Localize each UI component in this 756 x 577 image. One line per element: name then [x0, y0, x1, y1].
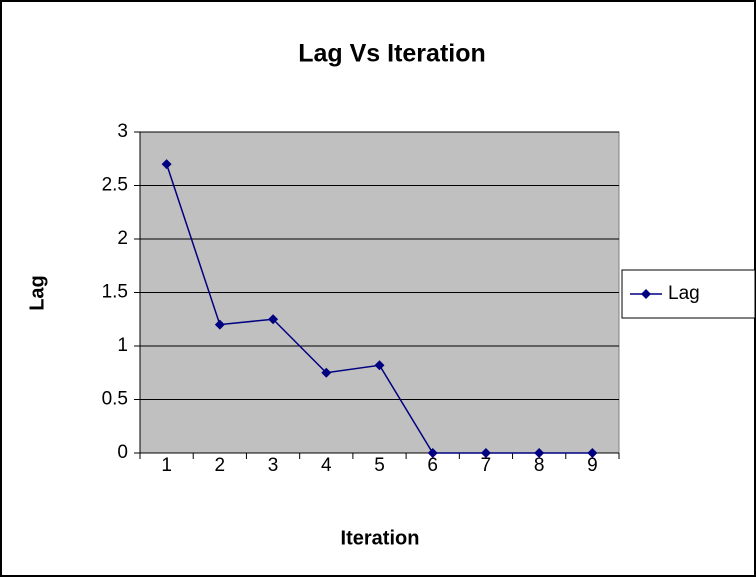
- y-tick-label: 2.5: [102, 175, 128, 196]
- x-axis-label: Iteration: [341, 527, 420, 549]
- y-tick-label: 3: [117, 121, 128, 142]
- data-point: [534, 448, 545, 458]
- y-tick-label: 1.5: [102, 282, 128, 303]
- x-tick-label: 8: [534, 455, 545, 476]
- data-point: [587, 448, 598, 458]
- x-tick-label: 1: [161, 455, 172, 476]
- x-tick-label: 2: [215, 455, 226, 476]
- data-point: [427, 448, 438, 458]
- data-point: [268, 314, 279, 325]
- x-tick-label: 9: [587, 455, 598, 476]
- y-axis-label: Lag: [26, 275, 48, 311]
- y-tick-label: 2: [117, 228, 128, 249]
- data-point: [214, 319, 225, 330]
- x-tick-label: 7: [481, 455, 492, 476]
- chart-title: Lag Vs Iteration: [298, 40, 486, 68]
- x-tick-label: 4: [321, 455, 332, 476]
- data-point: [161, 159, 172, 170]
- x-tick-label: 5: [374, 455, 385, 476]
- y-tick-label: 1: [117, 335, 128, 356]
- x-tick-label: 6: [427, 455, 438, 476]
- legend-marker: [641, 289, 651, 299]
- legend-label: Lag: [668, 283, 700, 304]
- y-tick-label: 0.5: [102, 389, 128, 410]
- data-point: [321, 367, 332, 378]
- x-tick-label: 3: [268, 455, 279, 476]
- data-point: [374, 360, 385, 371]
- data-point: [480, 448, 491, 458]
- y-tick-label: 0: [117, 442, 128, 463]
